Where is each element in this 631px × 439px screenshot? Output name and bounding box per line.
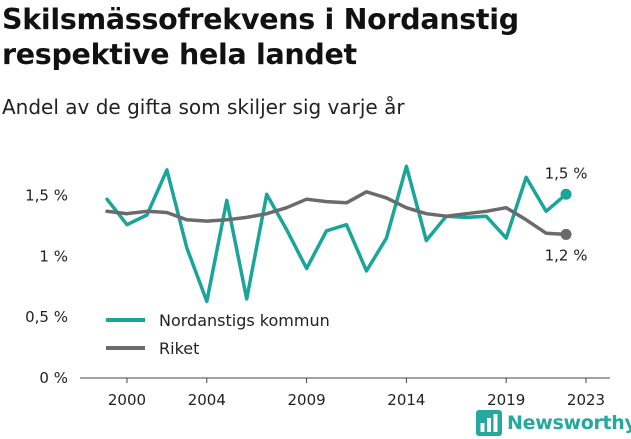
legend: Nordanstigs kommun Riket [106, 311, 330, 358]
y-tick-label: 0 % [39, 369, 68, 387]
x-tick-label: 2014 [387, 391, 425, 409]
end-label-riket: 1,2 % [545, 246, 588, 264]
end-point-nordanstig [560, 188, 572, 200]
x-tick-label: 2019 [487, 391, 525, 409]
legend-label-nordanstig: Nordanstigs kommun [159, 311, 330, 330]
x-tick-label: 2000 [108, 391, 146, 409]
x-axis: 2000 2004 2009 2014 2019 2023 [80, 377, 610, 409]
y-tick-label: 1 % [39, 247, 68, 265]
x-tick-label: 2009 [287, 391, 325, 409]
x-tick-label: 2023 [567, 391, 605, 409]
y-axis: 0 % 0,5 % 1 % 1,5 % [25, 187, 68, 388]
bar-chart-logo-icon [476, 410, 502, 436]
series-line-riket [105, 190, 568, 237]
chart-subtitle: Andel av de gifta som skiljer sig varje … [2, 95, 405, 119]
y-tick-label: 0,5 % [25, 308, 68, 326]
brand-name: Newsworthy [507, 412, 631, 434]
y-tick-label: 1,5 % [25, 187, 68, 205]
x-tick-label: 2004 [188, 391, 226, 409]
newsworthy-logo: Newsworthy [476, 409, 631, 437]
series-line-nordanstig [105, 164, 568, 304]
series-layer: 1,5 % 1,2 % [105, 164, 588, 304]
end-label-nordanstig: 1,5 % [545, 164, 588, 182]
end-point-riket [560, 228, 572, 240]
legend-label-riket: Riket [159, 339, 199, 358]
chart-title: Skilsmässofrekvens i Nordanstig respekti… [2, 3, 519, 71]
